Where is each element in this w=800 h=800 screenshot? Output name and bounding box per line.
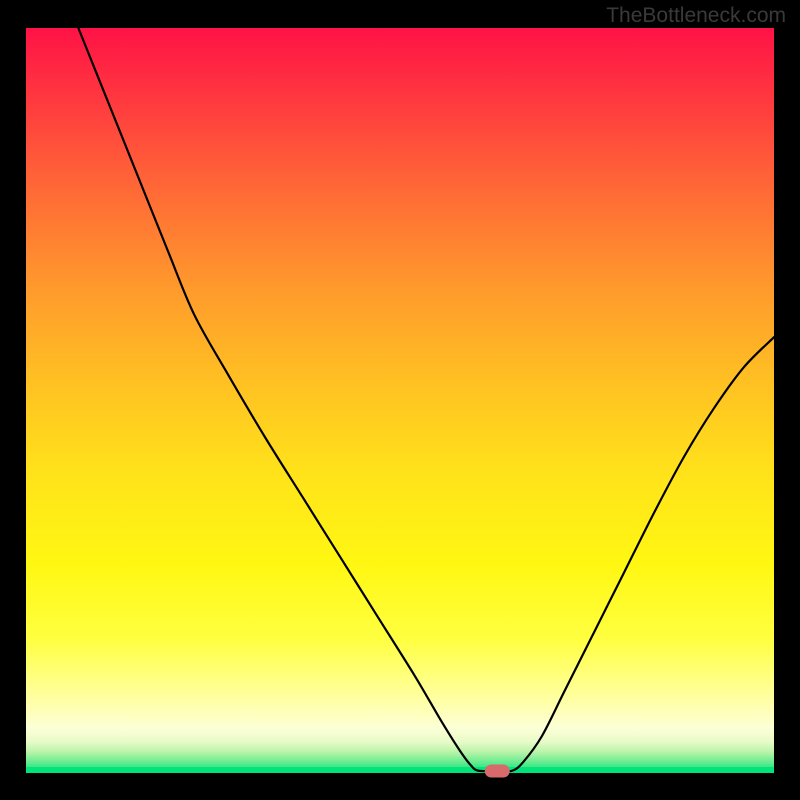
watermark-text: TheBottleneck.com [606,4,786,28]
optimal-marker [485,765,509,777]
bottleneck-chart [0,0,800,800]
baseline-band [26,767,774,773]
gradient-background [26,28,774,773]
chart-container: TheBottleneck.com [0,0,800,800]
